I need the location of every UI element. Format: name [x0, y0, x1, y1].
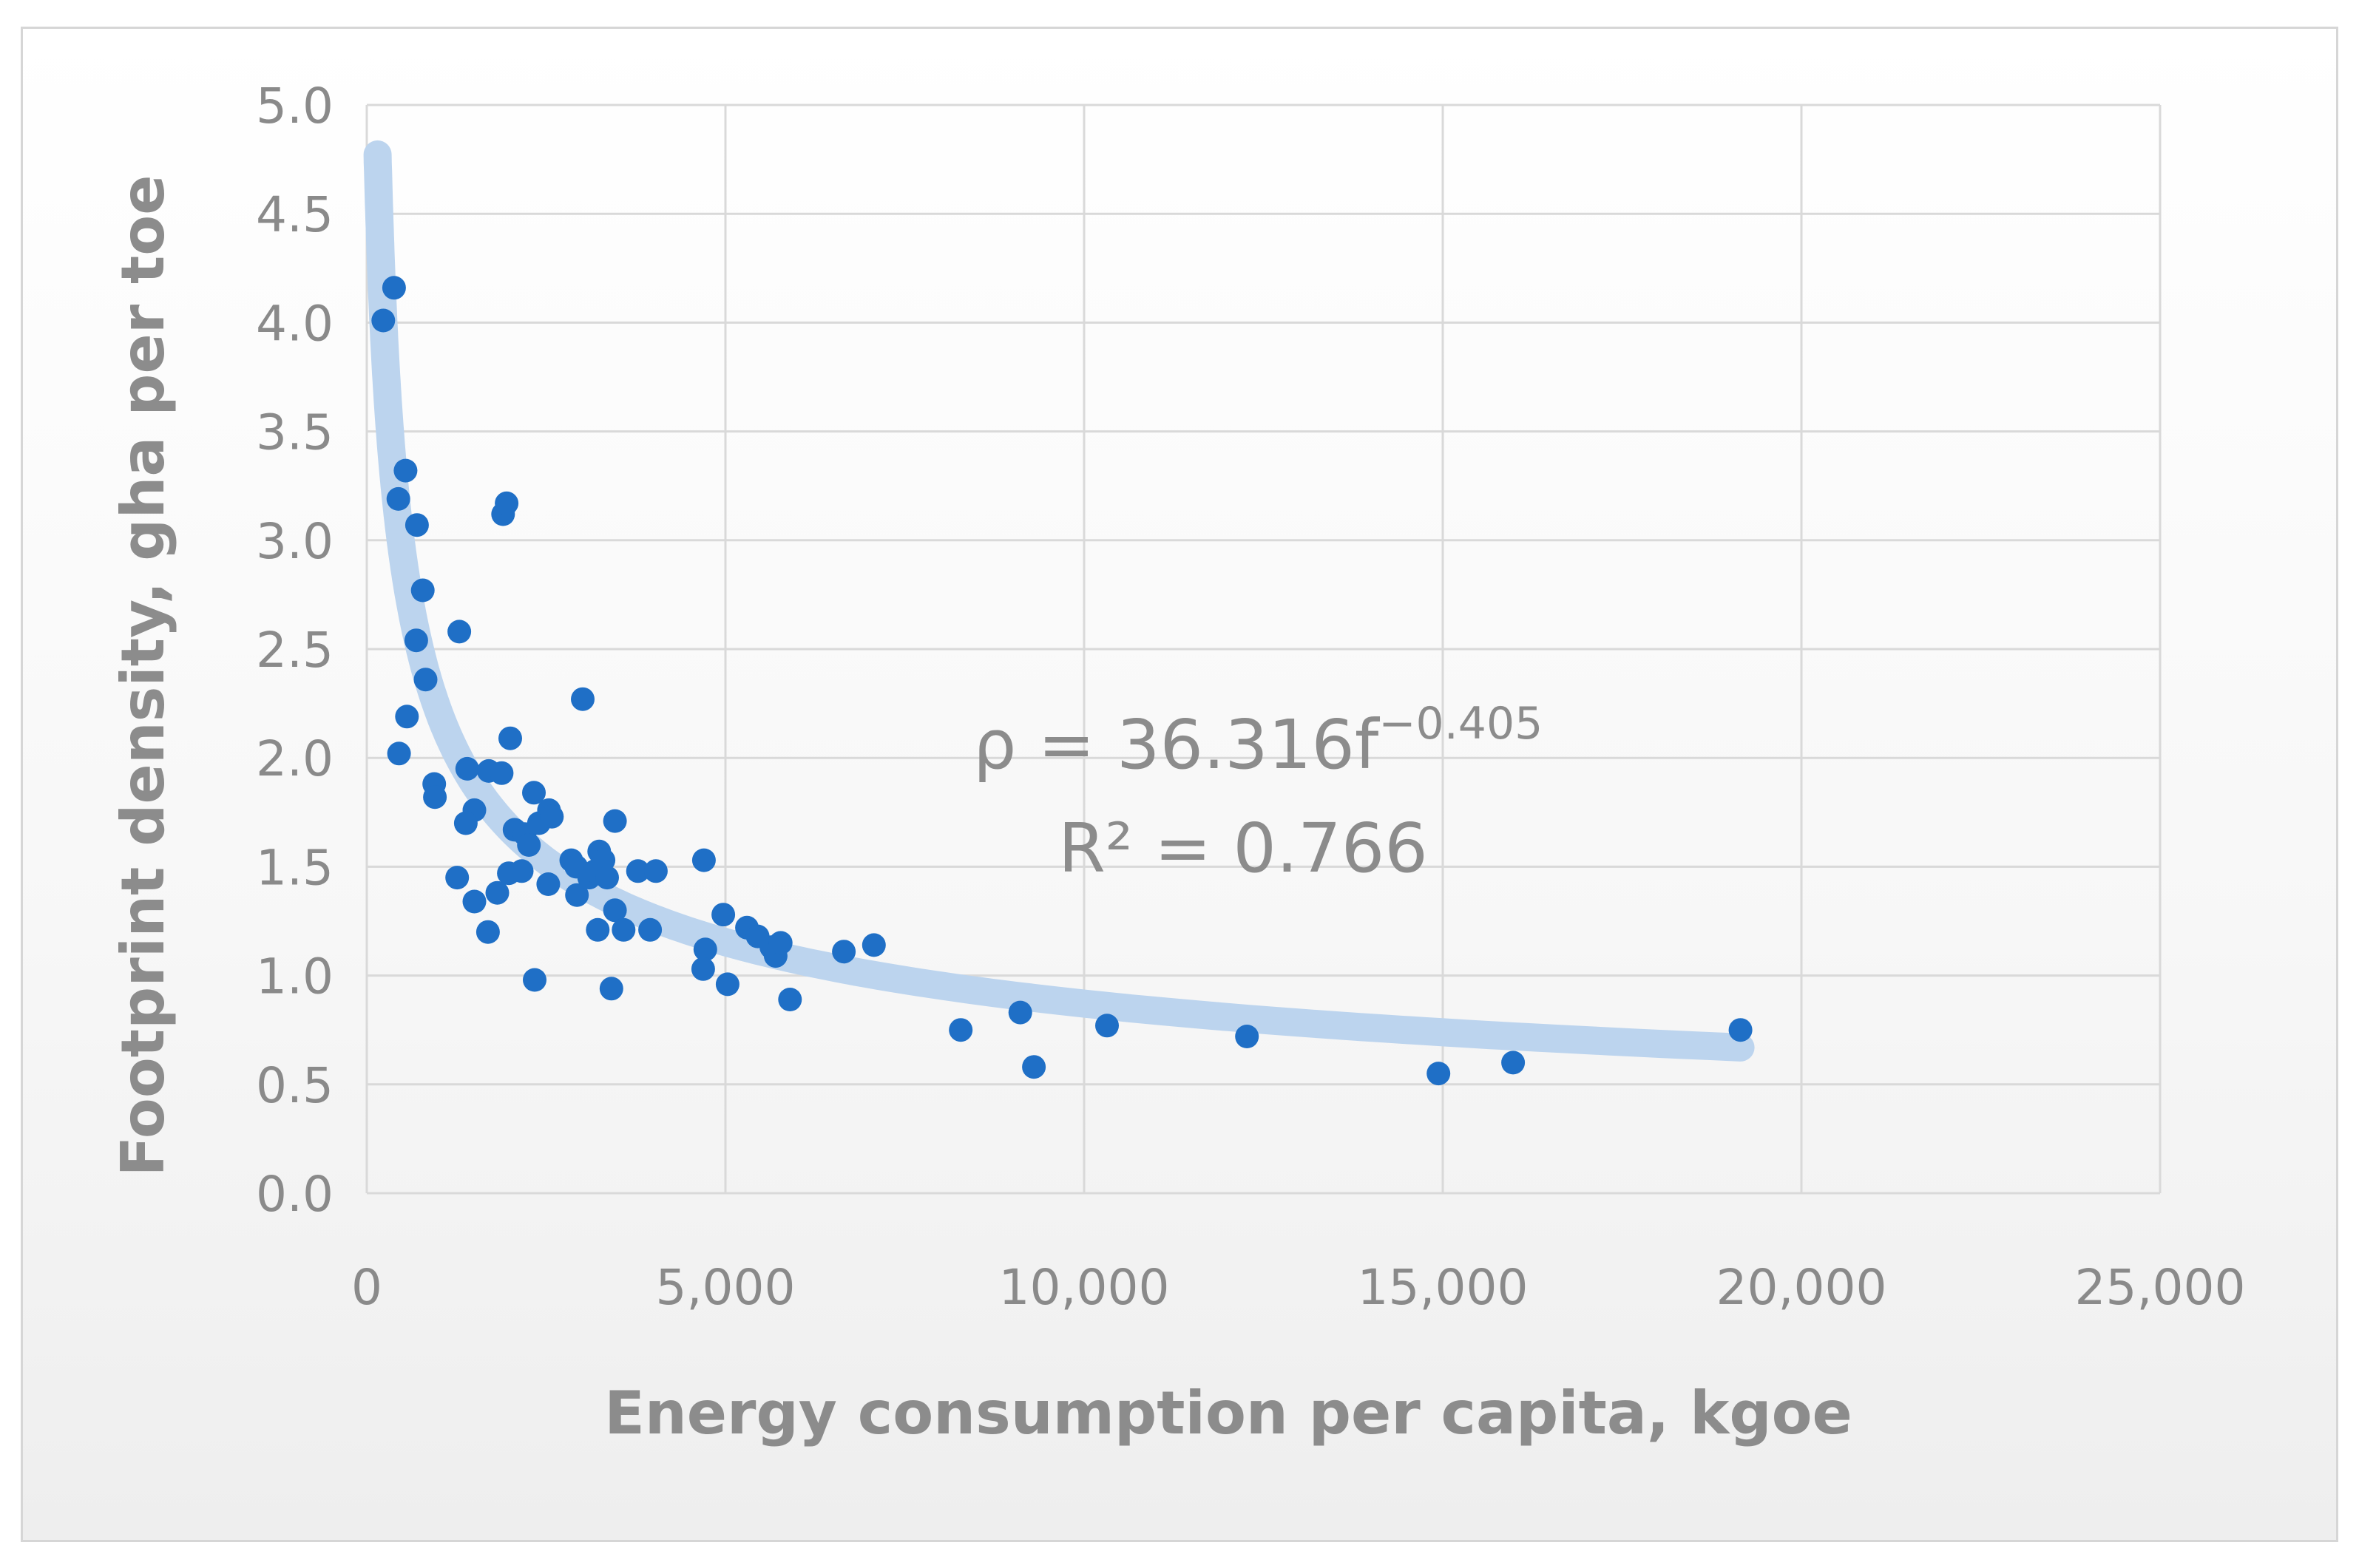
y-tick-label: 0.0 [256, 1166, 334, 1223]
y-tick-label: 0.5 [256, 1057, 334, 1114]
x-tick-label: 5,000 [656, 1259, 796, 1316]
x-tick-label: 0 [351, 1259, 382, 1316]
data-point [522, 781, 546, 805]
data-point [405, 513, 429, 537]
data-point [517, 833, 541, 857]
data-point [1095, 1014, 1119, 1038]
data-point [447, 620, 472, 644]
data-point [455, 756, 479, 781]
data-point [393, 458, 418, 483]
y-tick-label: 1.5 [256, 839, 334, 896]
y-tick-label: 2.0 [256, 730, 334, 787]
data-point [768, 931, 793, 955]
y-tick-labels: 0.0 0.5 1.0 1.5 2.0 2.5 3.0 3.5 4.0 4.5 5.0 [256, 78, 334, 1223]
data-point [711, 903, 736, 927]
data-point [523, 968, 546, 992]
y-tick-label: 2.5 [256, 622, 334, 679]
data-point [862, 933, 886, 957]
x-tick-label: 10,000 [999, 1259, 1170, 1316]
power-trendline [363, 140, 1755, 1062]
data-point [371, 308, 396, 333]
data-point [410, 578, 435, 603]
data-points [371, 276, 1753, 1086]
data-point [643, 859, 668, 883]
data-point [413, 668, 438, 692]
chart-frame: 0.0 0.5 1.0 1.5 2.0 2.5 3.0 3.5 4.0 4.5 5.0 0 5,000… [21, 27, 2338, 1542]
data-point [423, 785, 447, 810]
data-point [510, 859, 534, 883]
data-point [1728, 1018, 1753, 1042]
data-point [1008, 1000, 1032, 1025]
data-point [395, 705, 419, 729]
data-point [691, 957, 715, 981]
data-point [386, 486, 410, 511]
data-point [626, 859, 650, 883]
data-point [540, 804, 564, 829]
data-point [498, 726, 522, 750]
data-point [485, 880, 510, 905]
data-point [1022, 1055, 1046, 1079]
data-point [404, 628, 428, 653]
data-point [445, 866, 470, 890]
data-point [603, 898, 627, 923]
data-point [949, 1018, 973, 1042]
data-point [638, 917, 663, 942]
data-point [599, 977, 623, 1001]
data-point [571, 687, 595, 711]
y-tick-label: 5.0 [256, 78, 334, 135]
data-point [453, 811, 478, 835]
data-point [1235, 1025, 1259, 1048]
r-squared-annotation: R² = 0.766 [1058, 809, 1428, 888]
x-tick-label: 25,000 [2075, 1259, 2246, 1316]
x-tick-label: 15,000 [1358, 1259, 1529, 1316]
data-point [603, 809, 627, 833]
data-point [715, 972, 739, 997]
data-point [612, 917, 636, 942]
scatter-chart: 0.0 0.5 1.0 1.5 2.0 2.5 3.0 3.5 4.0 4.5 5.0 0 5,000… [109, 78, 2245, 1447]
data-point [475, 920, 500, 944]
x-tick-labels: 0 5,000 10,000 15,000 20,000 25,000 [351, 1259, 2245, 1316]
equation-main: ρ = 36.316f [973, 705, 1381, 784]
data-point [832, 940, 856, 964]
data-point [565, 883, 589, 907]
data-point [1501, 1051, 1526, 1075]
x-axis-title: Energy consumption per capita, kgoe [604, 1379, 1852, 1447]
y-tick-label: 4.5 [256, 186, 334, 243]
data-point [691, 848, 716, 872]
y-tick-label: 4.0 [256, 295, 334, 352]
data-point [490, 761, 514, 785]
y-tick-label: 3.0 [256, 513, 334, 570]
trendline-group [363, 140, 1755, 1062]
equation-exponent: −0.405 [1378, 698, 1543, 750]
data-point [693, 937, 717, 962]
x-tick-label: 20,000 [1716, 1259, 1887, 1316]
data-point [1426, 1062, 1451, 1086]
y-tick-label: 1.0 [256, 948, 334, 1005]
data-point [495, 491, 519, 515]
data-point [536, 872, 561, 896]
data-point [778, 988, 802, 1011]
y-axis-title: Footprint density, gha per toe [109, 174, 177, 1176]
equation-annotation: ρ = 36.316f−0.405 [973, 698, 1543, 784]
y-tick-label: 3.5 [256, 404, 334, 461]
data-point [586, 917, 610, 942]
data-point [387, 741, 411, 766]
data-point [462, 889, 487, 914]
data-point [382, 276, 406, 300]
data-point [595, 866, 619, 890]
